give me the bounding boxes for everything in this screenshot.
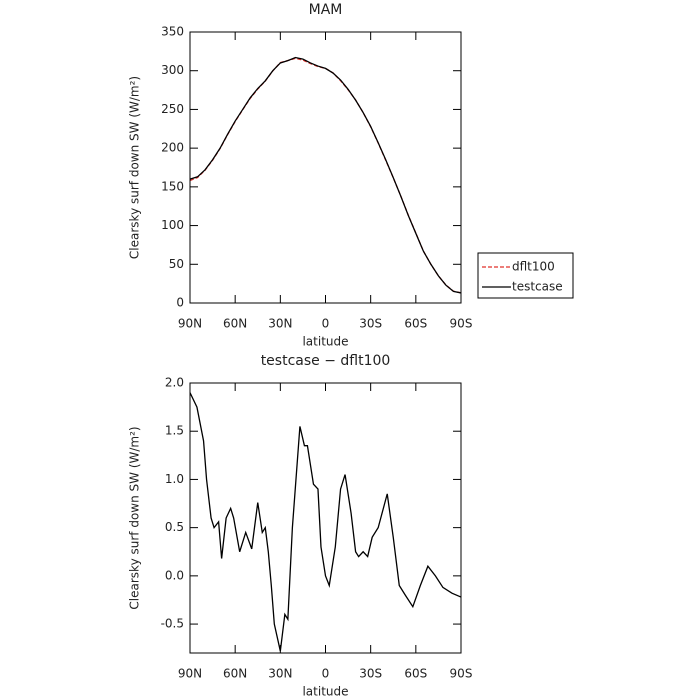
chart-title: testcase − dflt100 <box>261 353 391 369</box>
x-tick-label: 0 <box>322 667 330 681</box>
y-tick-label: 350 <box>161 25 184 39</box>
plot-frame <box>189 382 462 654</box>
chart-title: MAM <box>309 2 343 18</box>
x-tick-label: 30N <box>268 317 292 331</box>
y-tick-label: 150 <box>161 179 184 193</box>
plot-frame <box>189 31 462 304</box>
legend-label: dflt100 <box>512 260 555 274</box>
y-tick-label: 0.0 <box>165 568 184 582</box>
y-tick-label: 0.5 <box>165 520 184 534</box>
y-tick-label: -0.5 <box>161 617 184 631</box>
y-tick-label: 100 <box>161 218 184 232</box>
y-tick-label: 0 <box>176 296 184 310</box>
x-axis-label: latitude <box>302 685 348 699</box>
x-tick-label: 60S <box>404 667 427 681</box>
x-axis-label: latitude <box>302 335 348 349</box>
y-tick-label: 300 <box>161 63 184 77</box>
y-axis-label: Clearsky surf down SW (W/m²) <box>128 76 142 259</box>
y-tick-label: 1.0 <box>165 472 184 486</box>
legend-label: testcase <box>512 280 563 294</box>
x-tick-label: 90S <box>450 317 473 331</box>
x-tick-label: 30N <box>268 667 292 681</box>
x-tick-label: 60N <box>223 667 247 681</box>
y-tick-label: 50 <box>169 257 184 271</box>
data-line <box>189 57 462 294</box>
y-tick-label: 200 <box>161 141 184 155</box>
legend-box <box>477 252 574 299</box>
x-tick-label: 60S <box>404 317 427 331</box>
y-tick-label: 250 <box>161 102 184 116</box>
y-axis-label: Clearsky surf down SW (W/m²) <box>128 426 142 609</box>
y-tick-label: 2.0 <box>165 376 184 390</box>
data-line <box>189 392 462 652</box>
y-tick-label: 1.5 <box>165 424 184 438</box>
x-tick-label: 90S <box>450 667 473 681</box>
x-tick-label: 30S <box>359 667 382 681</box>
x-tick-label: 0 <box>322 317 330 331</box>
x-tick-label: 90N <box>178 317 202 331</box>
x-tick-label: 60N <box>223 317 247 331</box>
x-tick-label: 90N <box>178 667 202 681</box>
x-tick-label: 30S <box>359 317 382 331</box>
data-line <box>189 56 462 294</box>
